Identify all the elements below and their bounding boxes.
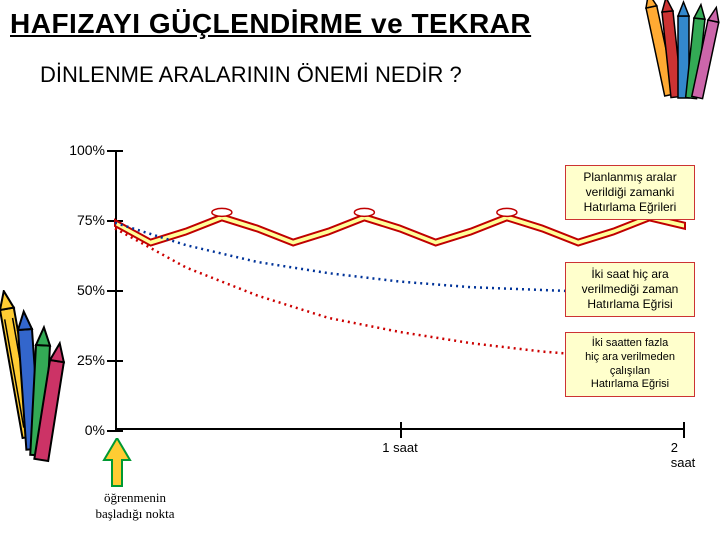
ylabel-50: 50% <box>45 282 105 298</box>
start-point-text: öğrenmenin <box>75 490 195 506</box>
xlabel-2: 2 saat <box>671 440 696 470</box>
annotation-nobreak: İki saat hiç ara verilmediği zaman Hatır… <box>565 262 695 317</box>
annotation-text: Hatırlama Eğrisi <box>574 378 686 392</box>
annotation-text: Planlanmış aralar <box>574 170 686 185</box>
annotation-text: çalışılan <box>574 365 686 379</box>
annotation-text: İki saat hiç ara <box>574 267 686 282</box>
crayon-decor-left <box>0 290 80 490</box>
annotation-text: hiç ara verilmeden <box>574 351 686 365</box>
annotation-text: Hatırlama Eğrisi <box>574 297 686 312</box>
xlabel-1: 1 saat <box>382 440 417 455</box>
page-title: HAFIZAYI GÜÇLENDİRME ve TEKRAR <box>10 8 531 40</box>
page-subtitle: DİNLENME ARALARININ ÖNEMİ NEDİR ? <box>40 62 462 88</box>
annotation-overtwo: İki saatten fazla hiç ara verilmeden çal… <box>565 332 695 397</box>
start-point-text: başladığı nokta <box>75 506 195 522</box>
ylabel-0: 0% <box>45 422 105 438</box>
annotation-text: verilmediği zaman <box>574 282 686 297</box>
crayon-decor-right <box>638 0 720 110</box>
annotation-text: Hatırlama Eğrileri <box>574 200 686 215</box>
ylabel-100: 100% <box>45 142 105 158</box>
ylabel-75: 75% <box>45 212 105 228</box>
start-arrow-icon <box>100 438 134 488</box>
annotation-text: İki saatten fazla <box>574 337 686 351</box>
start-point-label: öğrenmenin başladığı nokta <box>75 490 195 522</box>
annotation-text: verildiği zamanki <box>574 185 686 200</box>
annotation-planned: Planlanmış aralar verildiği zamanki Hatı… <box>565 165 695 220</box>
ylabel-25: 25% <box>45 352 105 368</box>
